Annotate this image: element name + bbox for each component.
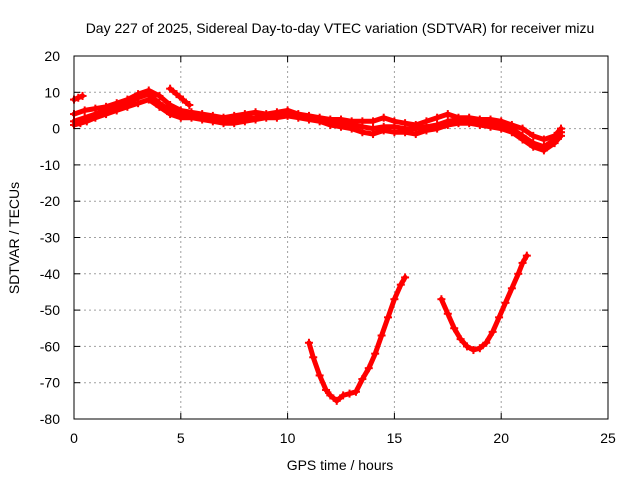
x-tick-label: 5 xyxy=(177,430,185,446)
series-upper-segment-peak xyxy=(167,86,192,108)
y-tick-label: -60 xyxy=(40,338,60,354)
y-tick-label: -40 xyxy=(40,266,60,282)
y-tick-label: -80 xyxy=(40,411,60,427)
y-tick-label: 10 xyxy=(44,84,60,100)
data-series xyxy=(70,84,566,405)
x-tick-label: 15 xyxy=(387,430,403,446)
chart-title: Day 227 of 2025, Sidereal Day-to-day VTE… xyxy=(86,20,595,36)
axis-ticks xyxy=(73,55,609,420)
y-axis-title: SDTVAR / TECUs xyxy=(6,182,22,294)
x-tick-label: 10 xyxy=(280,430,296,446)
y-tick-label: 0 xyxy=(52,121,60,137)
x-axis-title: GPS time / hours xyxy=(287,457,394,473)
y-tick-label: -70 xyxy=(40,375,60,391)
y-tick-label: 20 xyxy=(44,48,60,64)
y-tick-label: -30 xyxy=(40,230,60,246)
x-tick-label: 25 xyxy=(600,430,616,446)
axis-tick-labels: 0 5 10 15 20 25 20 10 0 -10 -20 -30 -40 -50 -60 -70 -80 xyxy=(40,48,616,446)
x-tick-label: 20 xyxy=(493,430,509,446)
y-tick-label: -20 xyxy=(40,193,60,209)
x-tick-label: 0 xyxy=(70,430,78,446)
y-tick-label: -50 xyxy=(40,302,60,318)
grid xyxy=(74,56,608,419)
y-tick-label: -10 xyxy=(40,157,60,173)
